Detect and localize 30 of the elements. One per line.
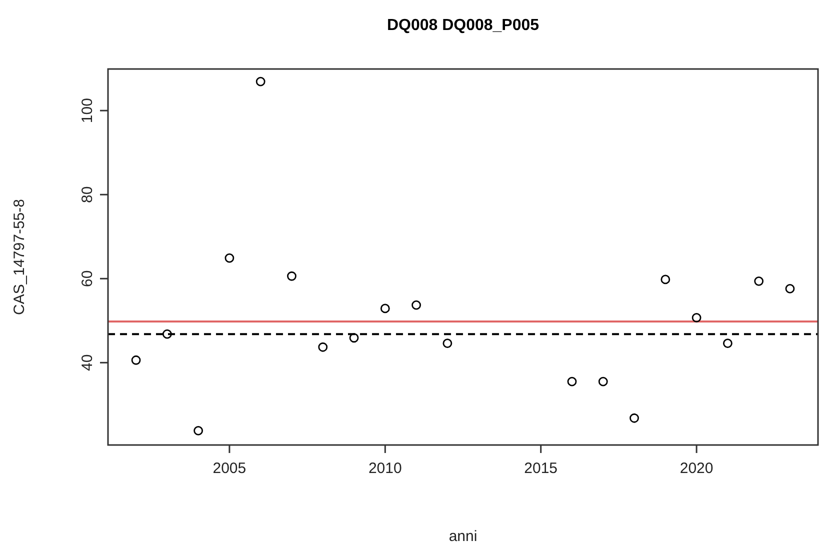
x-axis-title: anni	[448, 528, 478, 545]
chart-title: DQ008 DQ008_P005	[386, 17, 540, 34]
y-tick-label: 80	[79, 186, 96, 203]
point	[380, 304, 390, 314]
point	[162, 329, 172, 339]
point	[194, 426, 204, 436]
point	[318, 342, 328, 352]
x-tick-label: 2010	[368, 460, 402, 477]
point	[692, 313, 702, 322]
point	[287, 271, 296, 281]
point	[630, 413, 639, 423]
point	[660, 274, 670, 284]
point	[567, 376, 577, 386]
point	[598, 376, 608, 386]
x-tick-label: 2005	[212, 460, 246, 477]
point	[722, 338, 732, 348]
point	[131, 355, 141, 365]
x-tick-label: 2015	[524, 460, 558, 477]
point	[412, 300, 421, 310]
point	[785, 284, 795, 294]
point	[442, 338, 452, 348]
x-tick-label: 2020	[680, 460, 714, 477]
point	[224, 253, 234, 263]
y-tick-label: 60	[79, 270, 96, 287]
y-tick-label: 40	[79, 354, 96, 371]
point	[754, 276, 764, 286]
point	[256, 76, 266, 86]
y-tick-label: 100	[79, 98, 96, 124]
y-axis-title: CAS_14797-55-8	[11, 199, 28, 315]
point	[349, 333, 359, 343]
